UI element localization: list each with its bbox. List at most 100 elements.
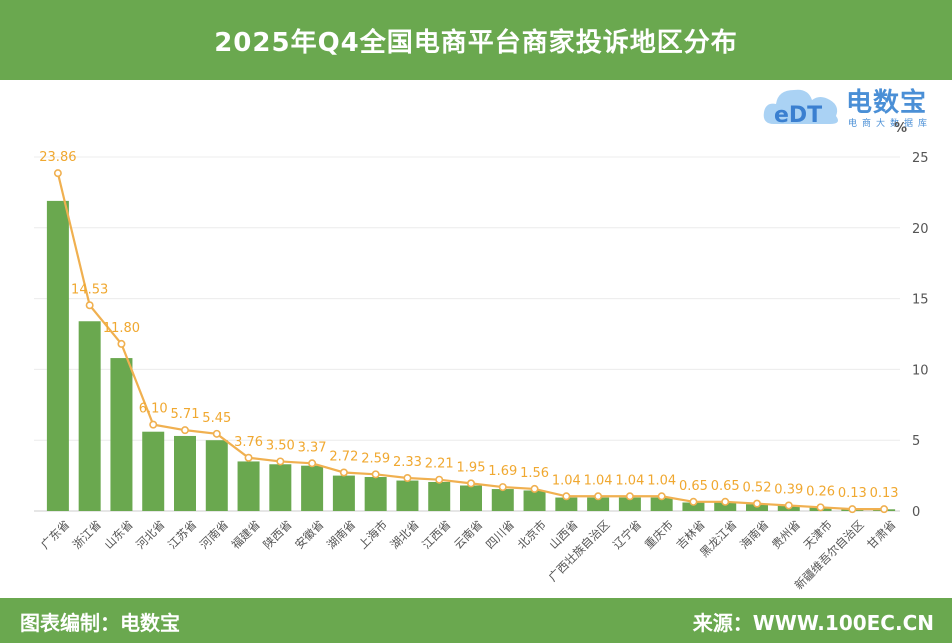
bar xyxy=(237,461,260,511)
bar xyxy=(174,435,196,511)
data-label: 3.37 xyxy=(298,440,327,455)
data-label: 1.04 xyxy=(584,473,613,488)
data-label: 3.76 xyxy=(234,435,263,450)
data-label: 2.33 xyxy=(393,455,422,470)
y-tick-label: 15 xyxy=(912,293,929,308)
x-tick-label: 浙江省 xyxy=(70,517,104,551)
x-tick-label: 河北省 xyxy=(133,517,167,551)
bar xyxy=(269,464,292,511)
line-point xyxy=(435,475,444,484)
data-label: 0.52 xyxy=(743,481,772,496)
line-point xyxy=(562,492,571,501)
x-tick-label: 河南省 xyxy=(197,517,231,551)
data-label: 0.39 xyxy=(774,482,803,497)
data-label: 5.45 xyxy=(202,411,231,426)
bar xyxy=(332,475,355,511)
data-label: 0.13 xyxy=(838,486,867,501)
data-label: 2.21 xyxy=(425,457,454,472)
bar xyxy=(301,465,324,511)
line-point xyxy=(498,483,507,492)
x-tick-label: 云南省 xyxy=(451,517,485,551)
bar xyxy=(428,481,451,511)
data-label: 0.26 xyxy=(806,484,835,499)
y-tick-label: 10 xyxy=(912,363,929,378)
x-tick-label: 安徽省 xyxy=(292,517,326,551)
bar xyxy=(714,502,737,511)
bar xyxy=(364,477,387,511)
y-tick-label: 5 xyxy=(912,434,920,449)
y-tick-label: 20 xyxy=(912,222,929,237)
line-point xyxy=(403,474,412,483)
data-label: 0.13 xyxy=(870,486,899,501)
data-label: 23.86 xyxy=(39,150,76,165)
logo-mark: eDT xyxy=(774,103,822,128)
bar xyxy=(523,490,546,511)
line-point xyxy=(149,420,158,429)
line-point xyxy=(594,492,603,501)
logo-subtitle: 电商大数据库 xyxy=(848,119,933,129)
bar xyxy=(587,497,610,511)
footer-credit: 图表编制：电数宝 xyxy=(20,611,180,635)
line-point xyxy=(244,453,253,462)
x-tick-label: 上海市 xyxy=(356,517,390,551)
data-label: 11.80 xyxy=(103,321,140,336)
data-label: 1.04 xyxy=(552,473,581,488)
data-label: 1.56 xyxy=(520,466,549,481)
x-tick-label: 北京市 xyxy=(515,517,549,551)
bar xyxy=(110,358,133,511)
line-point xyxy=(816,503,825,512)
x-tick-label: 贵州省 xyxy=(769,517,803,551)
data-label: 3.50 xyxy=(266,438,295,453)
data-label: 2.59 xyxy=(361,451,390,466)
line-point xyxy=(85,301,94,310)
data-label: 1.04 xyxy=(647,473,676,488)
data-label: 14.53 xyxy=(71,282,108,297)
line-point xyxy=(848,505,857,514)
x-tick-label: 山东省 xyxy=(101,517,135,551)
x-tick-label: 福建省 xyxy=(229,517,263,551)
data-label: 1.69 xyxy=(488,464,517,479)
x-tick-label: 四川省 xyxy=(483,517,517,551)
footer-banner: 图表编制：电数宝 来源：WWW.100EC.CN xyxy=(0,598,952,643)
y-tick-label: 0 xyxy=(912,505,920,520)
line-point xyxy=(752,499,761,508)
bar xyxy=(618,497,641,511)
line-point xyxy=(339,468,348,477)
bar xyxy=(205,440,228,511)
x-tick-label: 江苏省 xyxy=(165,517,199,551)
footer-source: 来源：WWW.100EC.CN xyxy=(692,611,934,635)
chart-area: 0 5 10 15 20 25% 23.86 14.53 11.80 6.10 5.71 5.45 3.… xyxy=(0,80,952,598)
x-tick-label: 辽宁省 xyxy=(610,517,644,551)
line-point xyxy=(530,484,539,493)
line-point xyxy=(117,339,126,348)
x-tick-label: 陕西省 xyxy=(260,517,294,551)
y-tick-label: 25 xyxy=(912,151,929,166)
line-point xyxy=(53,169,62,178)
line-point xyxy=(466,479,475,488)
bar xyxy=(396,480,419,511)
x-tick-label: 重庆市 xyxy=(642,517,676,551)
data-label: 0.65 xyxy=(679,479,708,494)
page-title: 2025年Q4全国电商平台商家投诉地区分布 xyxy=(214,27,738,58)
data-label: 6.10 xyxy=(139,402,168,417)
bar xyxy=(682,502,705,511)
bar xyxy=(460,485,482,511)
line-point xyxy=(276,457,285,466)
logo-name: 电数宝 xyxy=(846,88,928,118)
line-point xyxy=(212,429,221,438)
line-point xyxy=(689,497,698,506)
data-label: 1.95 xyxy=(457,460,486,475)
bar xyxy=(78,321,101,511)
brand-logo: eDT 电数宝 电商大数据库 xyxy=(760,76,946,134)
y-axis-unit: % xyxy=(894,121,907,136)
data-label: 2.72 xyxy=(329,449,358,464)
data-label: 1.04 xyxy=(615,473,644,488)
bar xyxy=(650,497,673,511)
x-tick-label: 海南省 xyxy=(737,517,771,551)
x-tick-label: 江西省 xyxy=(419,517,453,551)
line-point xyxy=(308,459,317,468)
data-label: 0.65 xyxy=(711,479,740,494)
data-label: 5.71 xyxy=(171,407,200,422)
x-tick-label: 湖南省 xyxy=(324,517,358,551)
